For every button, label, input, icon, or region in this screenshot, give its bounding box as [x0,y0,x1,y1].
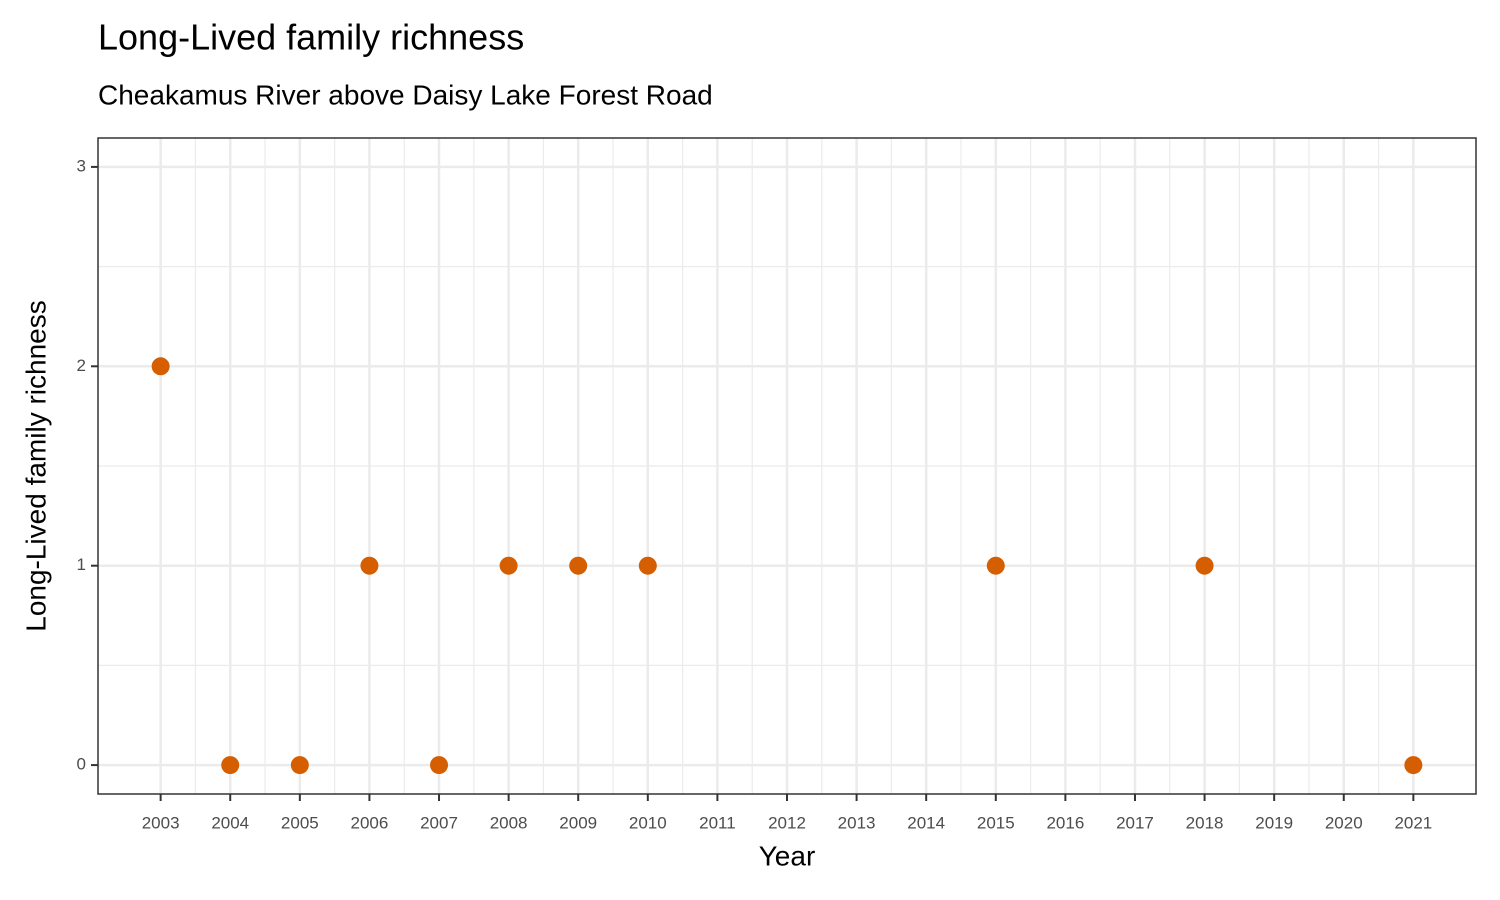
y-tick-label: 0 [77,755,86,774]
point [151,357,170,376]
x-tick-label: 2013 [838,813,876,832]
x-tick-label: 2017 [1116,813,1154,832]
x-tick-label: 2014 [907,813,945,832]
point [221,756,240,775]
x-tick-label: 2003 [142,813,180,832]
point [1404,756,1423,775]
panel-border [97,137,1477,795]
chart-subtitle: Cheakamus River above Daisy Lake Forest … [98,79,713,110]
point [430,756,449,775]
y-tick-label: 3 [77,156,86,175]
x-tick-label: 2008 [490,813,528,832]
x-tick-label: 2010 [629,813,667,832]
y-tick-label: 1 [77,555,86,574]
x-tick-label: 2021 [1394,813,1432,832]
x-tick-label: 2019 [1255,813,1293,832]
x-tick-label: 2018 [1186,813,1224,832]
point [638,556,657,575]
x-tick-label: 2020 [1325,813,1363,832]
x-tick-label: 2007 [420,813,458,832]
x-tick-label: 2004 [211,813,249,832]
x-tick-label: 2016 [1046,813,1084,832]
point [1195,556,1214,575]
point [499,556,518,575]
point [360,556,379,575]
x-tick-label: 2011 [699,813,736,832]
x-tick-label: 2006 [351,813,389,832]
point [986,556,1005,575]
x-tick-label: 2012 [768,813,806,832]
point [290,756,309,775]
x-axis-title: Year [759,840,816,871]
y-tick-label: 2 [77,356,86,375]
chart-title: Long-Lived family richness [98,17,524,58]
point [569,556,588,575]
x-tick-label: 2009 [559,813,597,832]
x-tick-label: 2005 [281,813,319,832]
y-axis-title: Long-Lived family richness [20,300,51,632]
x-tick-label: 2015 [977,813,1015,832]
